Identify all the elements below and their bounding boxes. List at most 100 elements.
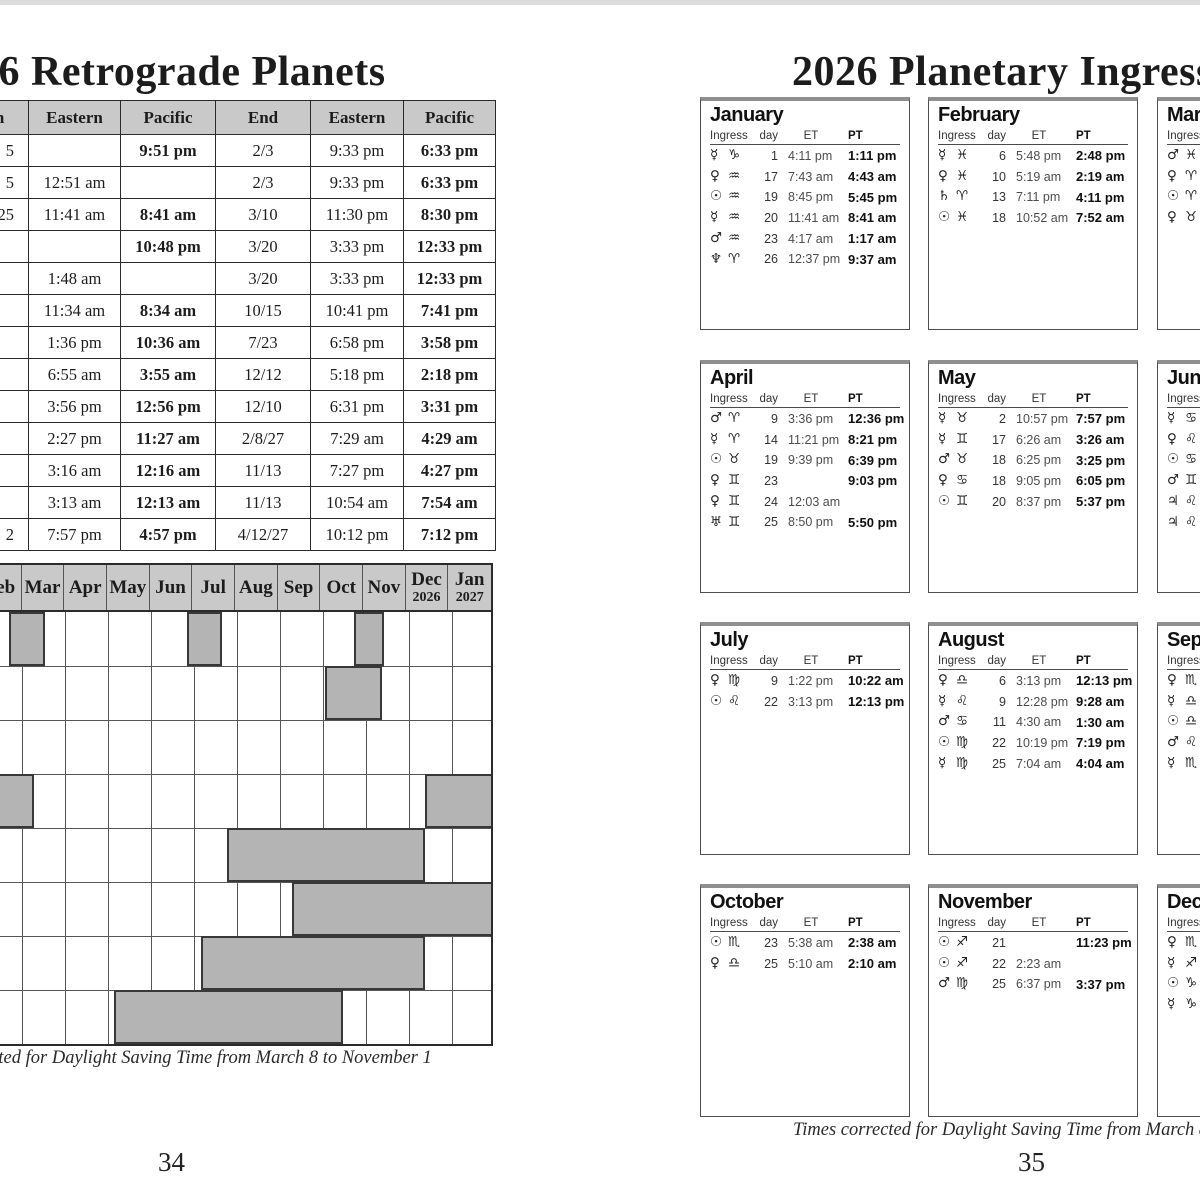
libra-icon: ♎ [1185, 692, 1198, 709]
col-header-pt: PT [848, 393, 863, 405]
ingress-day: 18 [992, 473, 1006, 488]
ingress-box-june: JuneIngressdayETPT☿♋♀♌☉♋♂♊♃♌♃♌ [1157, 360, 1200, 593]
retrograde-cell: 9:33 pm [310, 134, 404, 167]
taurus-icon: ♉ [1185, 209, 1198, 226]
retrograde-cell: 7:54 am [403, 486, 496, 519]
retrograde-cell: 6:31 pm [310, 390, 404, 423]
timeline-month-header: FebMarAprMayJunJulAugSepOctNovDec2026Jan… [0, 563, 493, 612]
timeline-grid [0, 612, 493, 1046]
sun-icon: ☉ [938, 734, 951, 751]
ingress-day: 9 [771, 673, 778, 688]
ingress-et: 7:43 am [788, 169, 834, 184]
col-header-ingress: Ingress [938, 917, 976, 929]
pisces-icon: ♓ [956, 209, 969, 226]
month-name: Aug [238, 576, 273, 598]
ingress-month-title: December [1167, 891, 1200, 913]
ingress-pt: 7:57 pm [1076, 411, 1126, 427]
retrograde-cell: 2:18 pm [403, 358, 496, 391]
ingress-row: ☿ ♋ [1167, 409, 1200, 429]
timeline-month-label: May [107, 565, 150, 610]
ingress-row: ☿ ♓ 6 5:48 pm 2:48 pm [938, 146, 1128, 166]
gemini-icon: ♊ [728, 472, 741, 489]
col-header-et: ET [803, 655, 819, 667]
ingress-day: 9 [771, 411, 778, 426]
ingress-row: ☉ ♉ 19 9:39 pm 6:39 pm [710, 450, 900, 470]
retrograde-cell: 12:56 pm [120, 390, 216, 423]
col-header-pt: PT [848, 917, 863, 929]
jupiter-icon: ♃ [1167, 513, 1180, 530]
retrograde-cell [120, 166, 216, 199]
ingress-pt: 6:39 pm [848, 452, 898, 468]
retrograde-cell: 11:34 am [28, 294, 121, 327]
retrograde-cell [0, 326, 29, 359]
aries-icon: ♈ [728, 250, 741, 267]
col-header-et: ET [1031, 655, 1047, 667]
retrograde-cell: 7:27 pm [310, 454, 404, 487]
ingress-et: 3:36 pm [788, 411, 834, 426]
month-name: Sep [283, 576, 314, 598]
ingress-et: 3:13 pm [1016, 673, 1062, 688]
ingress-et: 12:37 pm [788, 252, 841, 267]
grid-line-horizontal [0, 774, 491, 775]
retrograde-cell: 1:48 am [28, 262, 121, 295]
sun-icon: ☉ [1167, 975, 1180, 992]
ingress-day: 25 [992, 977, 1006, 992]
ingress-row: ♃ ♌ [1167, 492, 1200, 512]
retrograde-cell: 11:27 am [120, 422, 216, 455]
month-year: 2027 [455, 590, 484, 605]
ingress-row: ☿ ♑ [1167, 995, 1200, 1015]
ingress-pt: 12:13 pm [1076, 673, 1133, 689]
retrograde-row: 10:48 pm 3/20 3:33 pm 12:33 pm [0, 230, 496, 263]
ingress-pt: 4:04 am [1076, 756, 1125, 772]
aries-icon: ♈ [956, 188, 969, 205]
timeline-month-label: Jul [192, 565, 236, 610]
venus-icon: ♀ [1167, 209, 1177, 226]
aries-icon: ♈ [728, 410, 741, 427]
ingress-box-february: February Ingress day ET PT ☿ ♓ 6 5:48 pm 2:48 pm ♀… [928, 97, 1138, 330]
ingress-box-september: SeptemberIngressdayETPT♀♏☿♎☉♎♂♌☿♏ [1157, 622, 1200, 855]
retrograde-cell: 2/3 [215, 134, 311, 167]
retrograde-cell: 3:31 pm [403, 390, 496, 423]
retrograde-cell: 3:58 pm [403, 326, 496, 359]
taurus-icon: ♉ [956, 451, 969, 468]
ingress-et: 6:26 am [1016, 432, 1062, 447]
ingress-row: ♂ ♋ 11 4:30 am 1:30 am [938, 712, 1128, 732]
sun-icon: ☉ [938, 492, 951, 509]
ingress-et: 9:05 pm [1016, 473, 1062, 488]
month-name: Mar [24, 576, 61, 598]
retrograde-row: 3:16 am 12:16 am 11/13 7:27 pm 4:27 pm [0, 454, 496, 487]
ingress-pt: 6:05 pm [1076, 473, 1126, 489]
retrograde-cell: 11:30 pm [310, 198, 404, 231]
retrograde-cell: 12:16 am [120, 454, 216, 487]
retrograde-cell: 7:57 pm [28, 518, 121, 551]
ingress-pt: 1:17 am [848, 231, 897, 247]
retrograde-row: 1:48 am 3/20 3:33 pm 12:33 pm [0, 262, 496, 295]
ingress-row: ☉ ♐ 21 11:23 pm [938, 933, 1132, 953]
month-name: Oct [326, 576, 356, 598]
ingress-day: 22 [992, 735, 1006, 750]
ingress-row: ♄ ♈ 13 7:11 pm 4:11 pm [938, 187, 1128, 207]
col-header-day: day [759, 917, 778, 929]
sun-icon: ☉ [710, 934, 723, 951]
ingress-pt: 3:25 pm [1076, 452, 1126, 468]
libra-icon: ♎ [1185, 713, 1198, 730]
ingress-day: 11 [993, 715, 1006, 730]
ingress-row: ♀ ♍ 9 1:22 pm 10:22 am [710, 671, 904, 691]
retrograde-col-header: Eastern [28, 100, 121, 135]
retrograde-cell: 7:29 am [310, 422, 404, 455]
ingress-pt: 9:03 pm [848, 473, 898, 489]
retrograde-cell: 5 [0, 166, 29, 199]
ingress-et: 7:11 pm [1016, 190, 1061, 205]
mars-icon: ♂ [1167, 472, 1180, 489]
ingress-pt: 5:37 pm [1076, 494, 1126, 510]
ingress-et: 6:25 pm [1016, 453, 1062, 468]
gemini-icon: ♊ [956, 430, 969, 447]
ingress-month-title: April [710, 367, 754, 389]
ingress-pt: 12:36 pm [848, 411, 905, 427]
ingress-month-title: July [710, 629, 749, 651]
ingress-pt: 1:30 am [1076, 714, 1125, 730]
